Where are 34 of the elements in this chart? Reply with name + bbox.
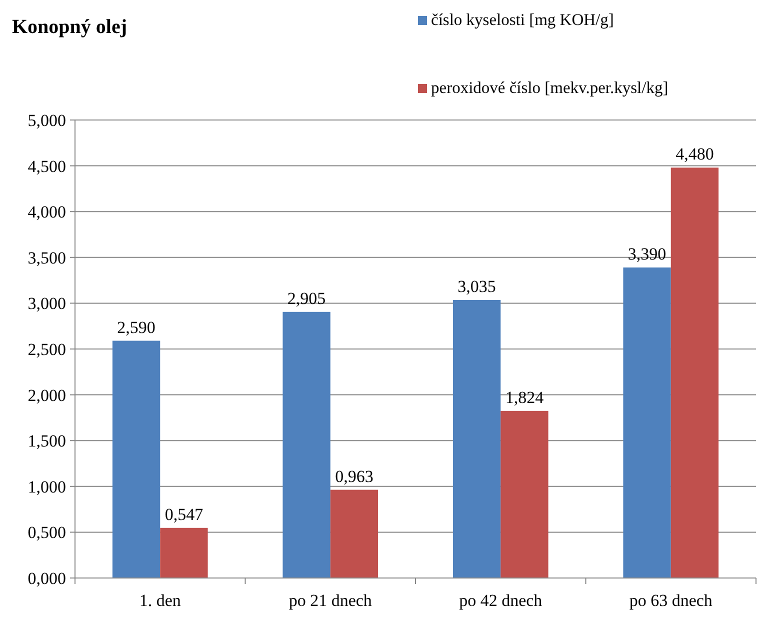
data-label: 1,824 [505,388,544,407]
y-tick-label: 5,000 [28,110,66,130]
legend-label: peroxidové číslo [mekv.per.kysl/kg] [431,78,668,97]
y-tick-label: 0,000 [28,568,66,588]
data-label: 3,035 [458,276,496,296]
bar [160,528,208,578]
legend-label: číslo kyselosti [mg KOH/g] [431,10,614,29]
y-tick-label: 1,000 [28,477,66,496]
chart-title: Konopný olej [12,16,128,38]
data-label: 4,480 [676,144,714,164]
y-tick-label: 3,000 [28,294,66,314]
bar [500,410,548,578]
data-label: 3,390 [628,244,666,264]
y-tick-label: 1,500 [28,432,66,451]
data-label: 0,963 [335,466,374,486]
bar [670,168,719,578]
bar [623,267,671,578]
x-tick-label: po 42 dnech [459,591,543,610]
data-label: 0,547 [164,504,204,524]
bar [282,312,330,578]
x-tick-label: 1. den [139,591,182,610]
x-tick-label: po 21 dnech [288,591,372,610]
y-tick-label: 3,500 [28,248,66,268]
y-tick-label: 4,500 [28,156,66,176]
y-tick-label: 0,500 [28,523,66,542]
x-tick-label: po 63 dnech [629,591,713,610]
bar [452,300,501,578]
y-tick-label: 4,000 [28,202,66,222]
bar [112,340,160,578]
data-label: 2,590 [117,318,156,337]
y-tick-label: 2,000 [28,386,66,405]
bar [330,490,378,578]
data-label: 2,905 [287,288,326,308]
y-tick-label: 2,500 [28,340,66,359]
